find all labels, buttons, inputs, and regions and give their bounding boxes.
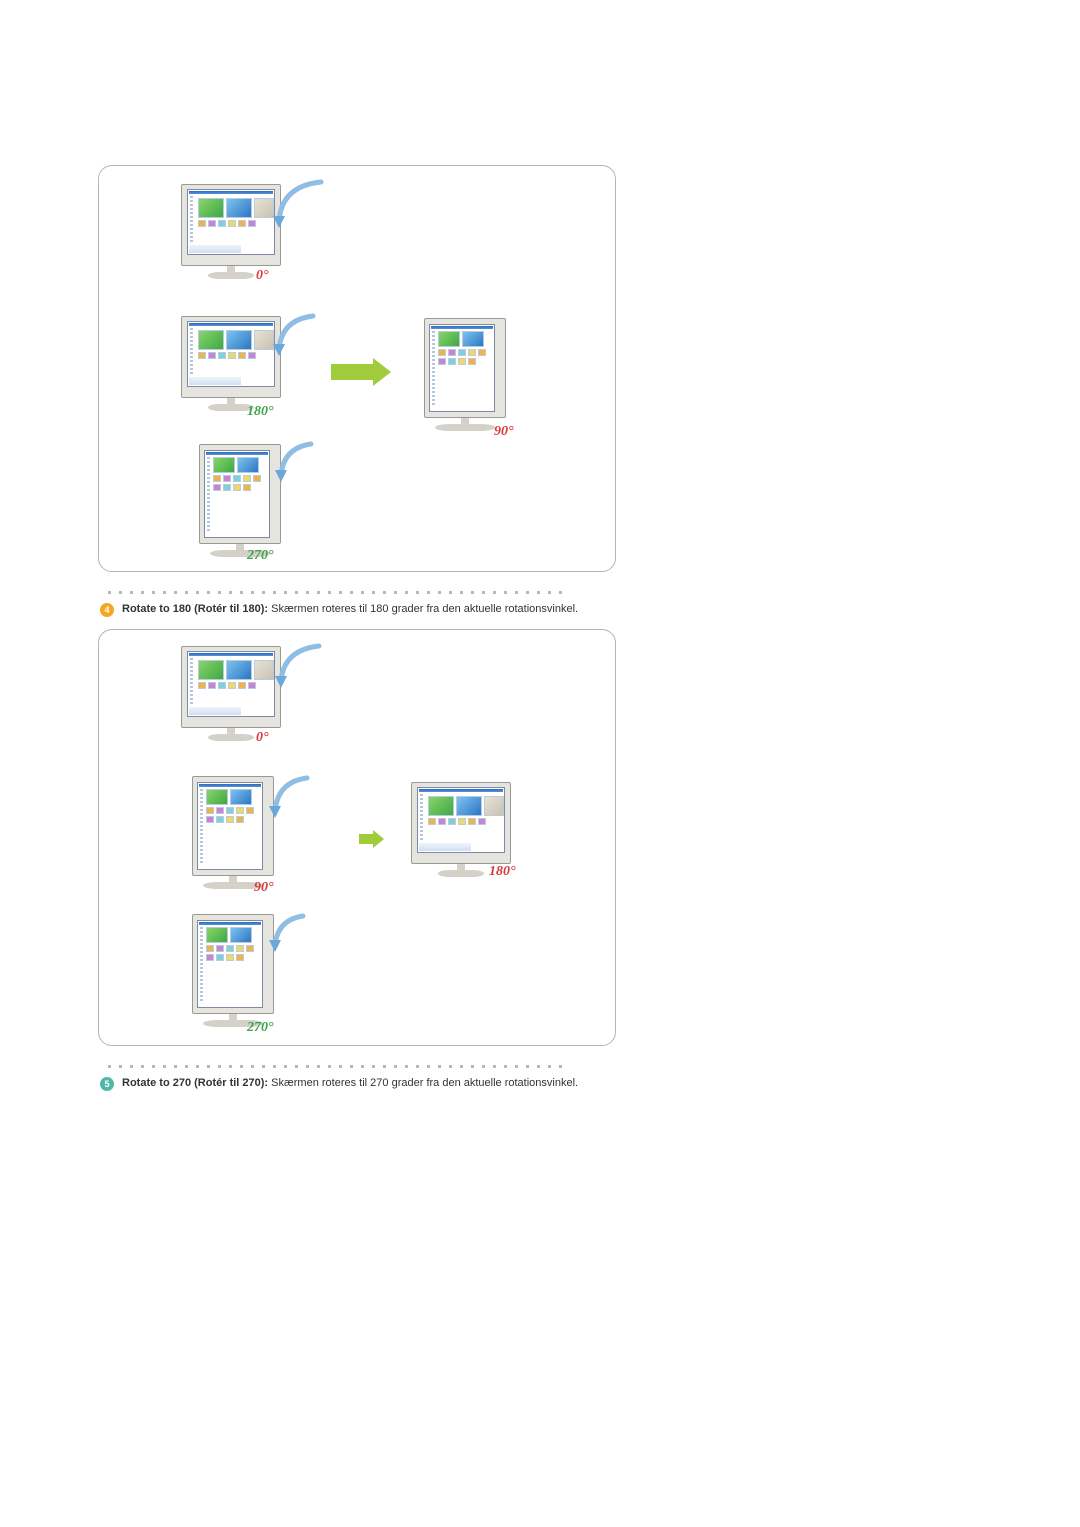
- content-column: 0°: [98, 0, 628, 1091]
- monitor-270deg: [199, 444, 281, 557]
- item-5-desc: Skærmen roteres til 270 grader fra den a…: [268, 1077, 578, 1089]
- label-270: 270°: [247, 548, 274, 564]
- item-4-text: Rotate to 180 (Rotér til 180): Skærmen r…: [122, 602, 578, 617]
- item-4-desc: Skærmen roteres til 180 grader fra den a…: [268, 603, 578, 615]
- monitor-0deg: [181, 184, 281, 279]
- label-180: 180°: [247, 404, 274, 420]
- bullet-5-icon: 5: [100, 1077, 114, 1091]
- diagram-rotate-180: 0°: [98, 165, 616, 572]
- monitor-180deg: [181, 316, 281, 411]
- list-item-5: 5 Rotate to 270 (Rotér til 270): Skærmen…: [100, 1076, 628, 1091]
- monitor-270deg: [192, 914, 274, 1027]
- curve-arrow-icon: [271, 308, 327, 364]
- curve-arrow-icon: [267, 908, 317, 960]
- page: 0°: [0, 0, 1080, 1091]
- monitor-0deg: [181, 646, 281, 741]
- label-90: 90°: [494, 424, 514, 440]
- label-90: 90°: [254, 880, 274, 896]
- item-4-title: Rotate to 180 (Rotér til 180):: [122, 603, 268, 615]
- label-180: 180°: [489, 864, 516, 880]
- monitor-180deg: [411, 782, 511, 877]
- arrow-right-icon: [331, 358, 391, 386]
- separator-dots: [108, 586, 628, 598]
- bullet-4-icon: 4: [100, 603, 114, 617]
- label-270: 270°: [247, 1020, 274, 1036]
- curve-arrow-icon: [271, 638, 333, 694]
- curve-arrow-icon: [269, 174, 339, 234]
- item-5-title: Rotate to 270 (Rotér til 270):: [122, 1077, 268, 1089]
- arrow-right-icon: [359, 830, 384, 848]
- monitor-90deg: [424, 318, 506, 431]
- curve-arrow-icon: [273, 436, 323, 490]
- item-5-text: Rotate to 270 (Rotér til 270): Skærmen r…: [122, 1076, 578, 1091]
- diagram-rotate-270: 0° 90°: [98, 629, 616, 1046]
- monitor-90deg: [192, 776, 274, 889]
- list-item-4: 4 Rotate to 180 (Rotér til 180): Skærmen…: [100, 602, 628, 617]
- label-0: 0°: [256, 730, 269, 746]
- separator-dots: [108, 1060, 628, 1072]
- label-0: 0°: [256, 268, 269, 284]
- curve-arrow-icon: [267, 770, 321, 824]
